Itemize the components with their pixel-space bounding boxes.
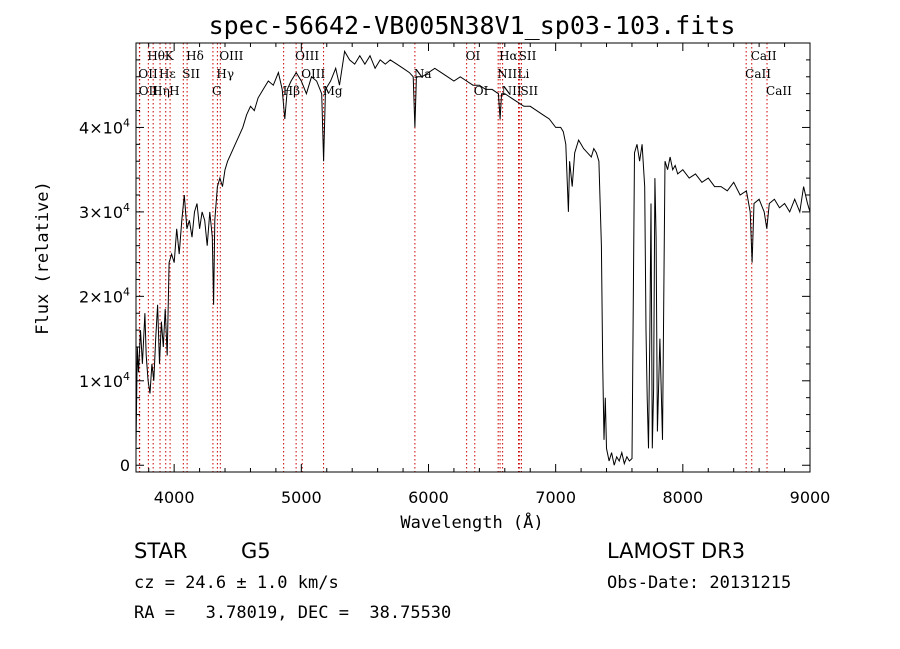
line-marker-label-2: Hδ xyxy=(186,49,204,63)
line-marker-label-19: Hη xyxy=(152,84,170,98)
plot-frame xyxy=(135,42,811,473)
y-axis-ticks: 0 1×104 2×104 3×104 4×104 xyxy=(79,59,810,475)
line-marker-label-25: NII xyxy=(502,84,522,98)
x-tick-label-3: 7000 xyxy=(535,488,576,507)
chart-title: spec-56642-VB005N38V1_sp03-103.fits xyxy=(209,11,736,40)
coordinates: RA = 3.78019, DEC = 38.75530 xyxy=(134,603,452,623)
y-tick-label-0: 0 xyxy=(120,456,130,475)
line-marker-label-15: NII xyxy=(497,67,517,81)
line-marker-label-24: OI xyxy=(474,84,489,98)
spectral-line-markers xyxy=(138,43,768,472)
line-marker-label-9: OII xyxy=(138,67,158,81)
y-tick-label-1: 1×104 xyxy=(79,370,130,391)
line-marker-label-20: H xyxy=(169,84,179,98)
line-marker-label-12: Hγ xyxy=(216,67,234,81)
x-tick-label-0: 4000 xyxy=(154,488,195,507)
y-axis-label: Flux (relative) xyxy=(33,181,53,335)
object-class: STAR xyxy=(134,539,188,563)
line-marker-label-1: K xyxy=(165,49,175,63)
survey-name: LAMOST DR3 xyxy=(607,539,746,563)
line-marker-label-21: G xyxy=(212,84,222,98)
line-marker-label-14: Na xyxy=(414,67,432,81)
y-tick-label-4: 4×104 xyxy=(79,116,130,137)
redshift-cz: cz = 24.6 ± 1.0 km/s xyxy=(134,573,339,593)
line-marker-label-26: SII xyxy=(520,84,538,98)
line-marker-label-7: SII xyxy=(519,49,537,63)
flux-series-line xyxy=(135,49,811,466)
x-axis-ticks: 4000 5000 6000 7000 8000 9000 xyxy=(148,43,831,507)
line-marker-label-13: OIII xyxy=(301,67,325,81)
line-marker-label-11: SII xyxy=(182,67,200,81)
line-marker-label-6: Hα xyxy=(499,49,518,63)
line-marker-label-23: Mg xyxy=(323,84,343,98)
y-tick-label-2: 2×104 xyxy=(79,285,130,306)
line-marker-label-18: OII xyxy=(139,84,159,98)
x-tick-label-1: 5000 xyxy=(281,488,322,507)
line-marker-label-22: Hβ xyxy=(283,84,300,98)
x-tick-label-5: 9000 xyxy=(790,488,831,507)
object-subclass: G5 xyxy=(241,539,271,563)
line-marker-label-8: CaII xyxy=(751,49,777,63)
obs-date: Obs-Date: 20131215 xyxy=(607,573,792,593)
line-marker-label-10: Hε xyxy=(159,67,176,81)
line-marker-label-16: Li xyxy=(518,67,530,81)
x-tick-label-4: 8000 xyxy=(662,488,703,507)
line-marker-label-0: Hθ xyxy=(147,49,165,63)
x-tick-label-2: 6000 xyxy=(408,488,449,507)
y-tick-label-3: 3×104 xyxy=(79,201,130,222)
line-marker-label-27: CaII xyxy=(766,84,792,98)
x-axis-label: Wavelength (Å) xyxy=(400,511,543,533)
line-marker-label-4: OIII xyxy=(295,49,319,63)
line-marker-label-5: OI xyxy=(466,49,481,63)
line-marker-label-17: CaII xyxy=(745,67,771,81)
line-marker-label-3: OIII xyxy=(219,49,243,63)
